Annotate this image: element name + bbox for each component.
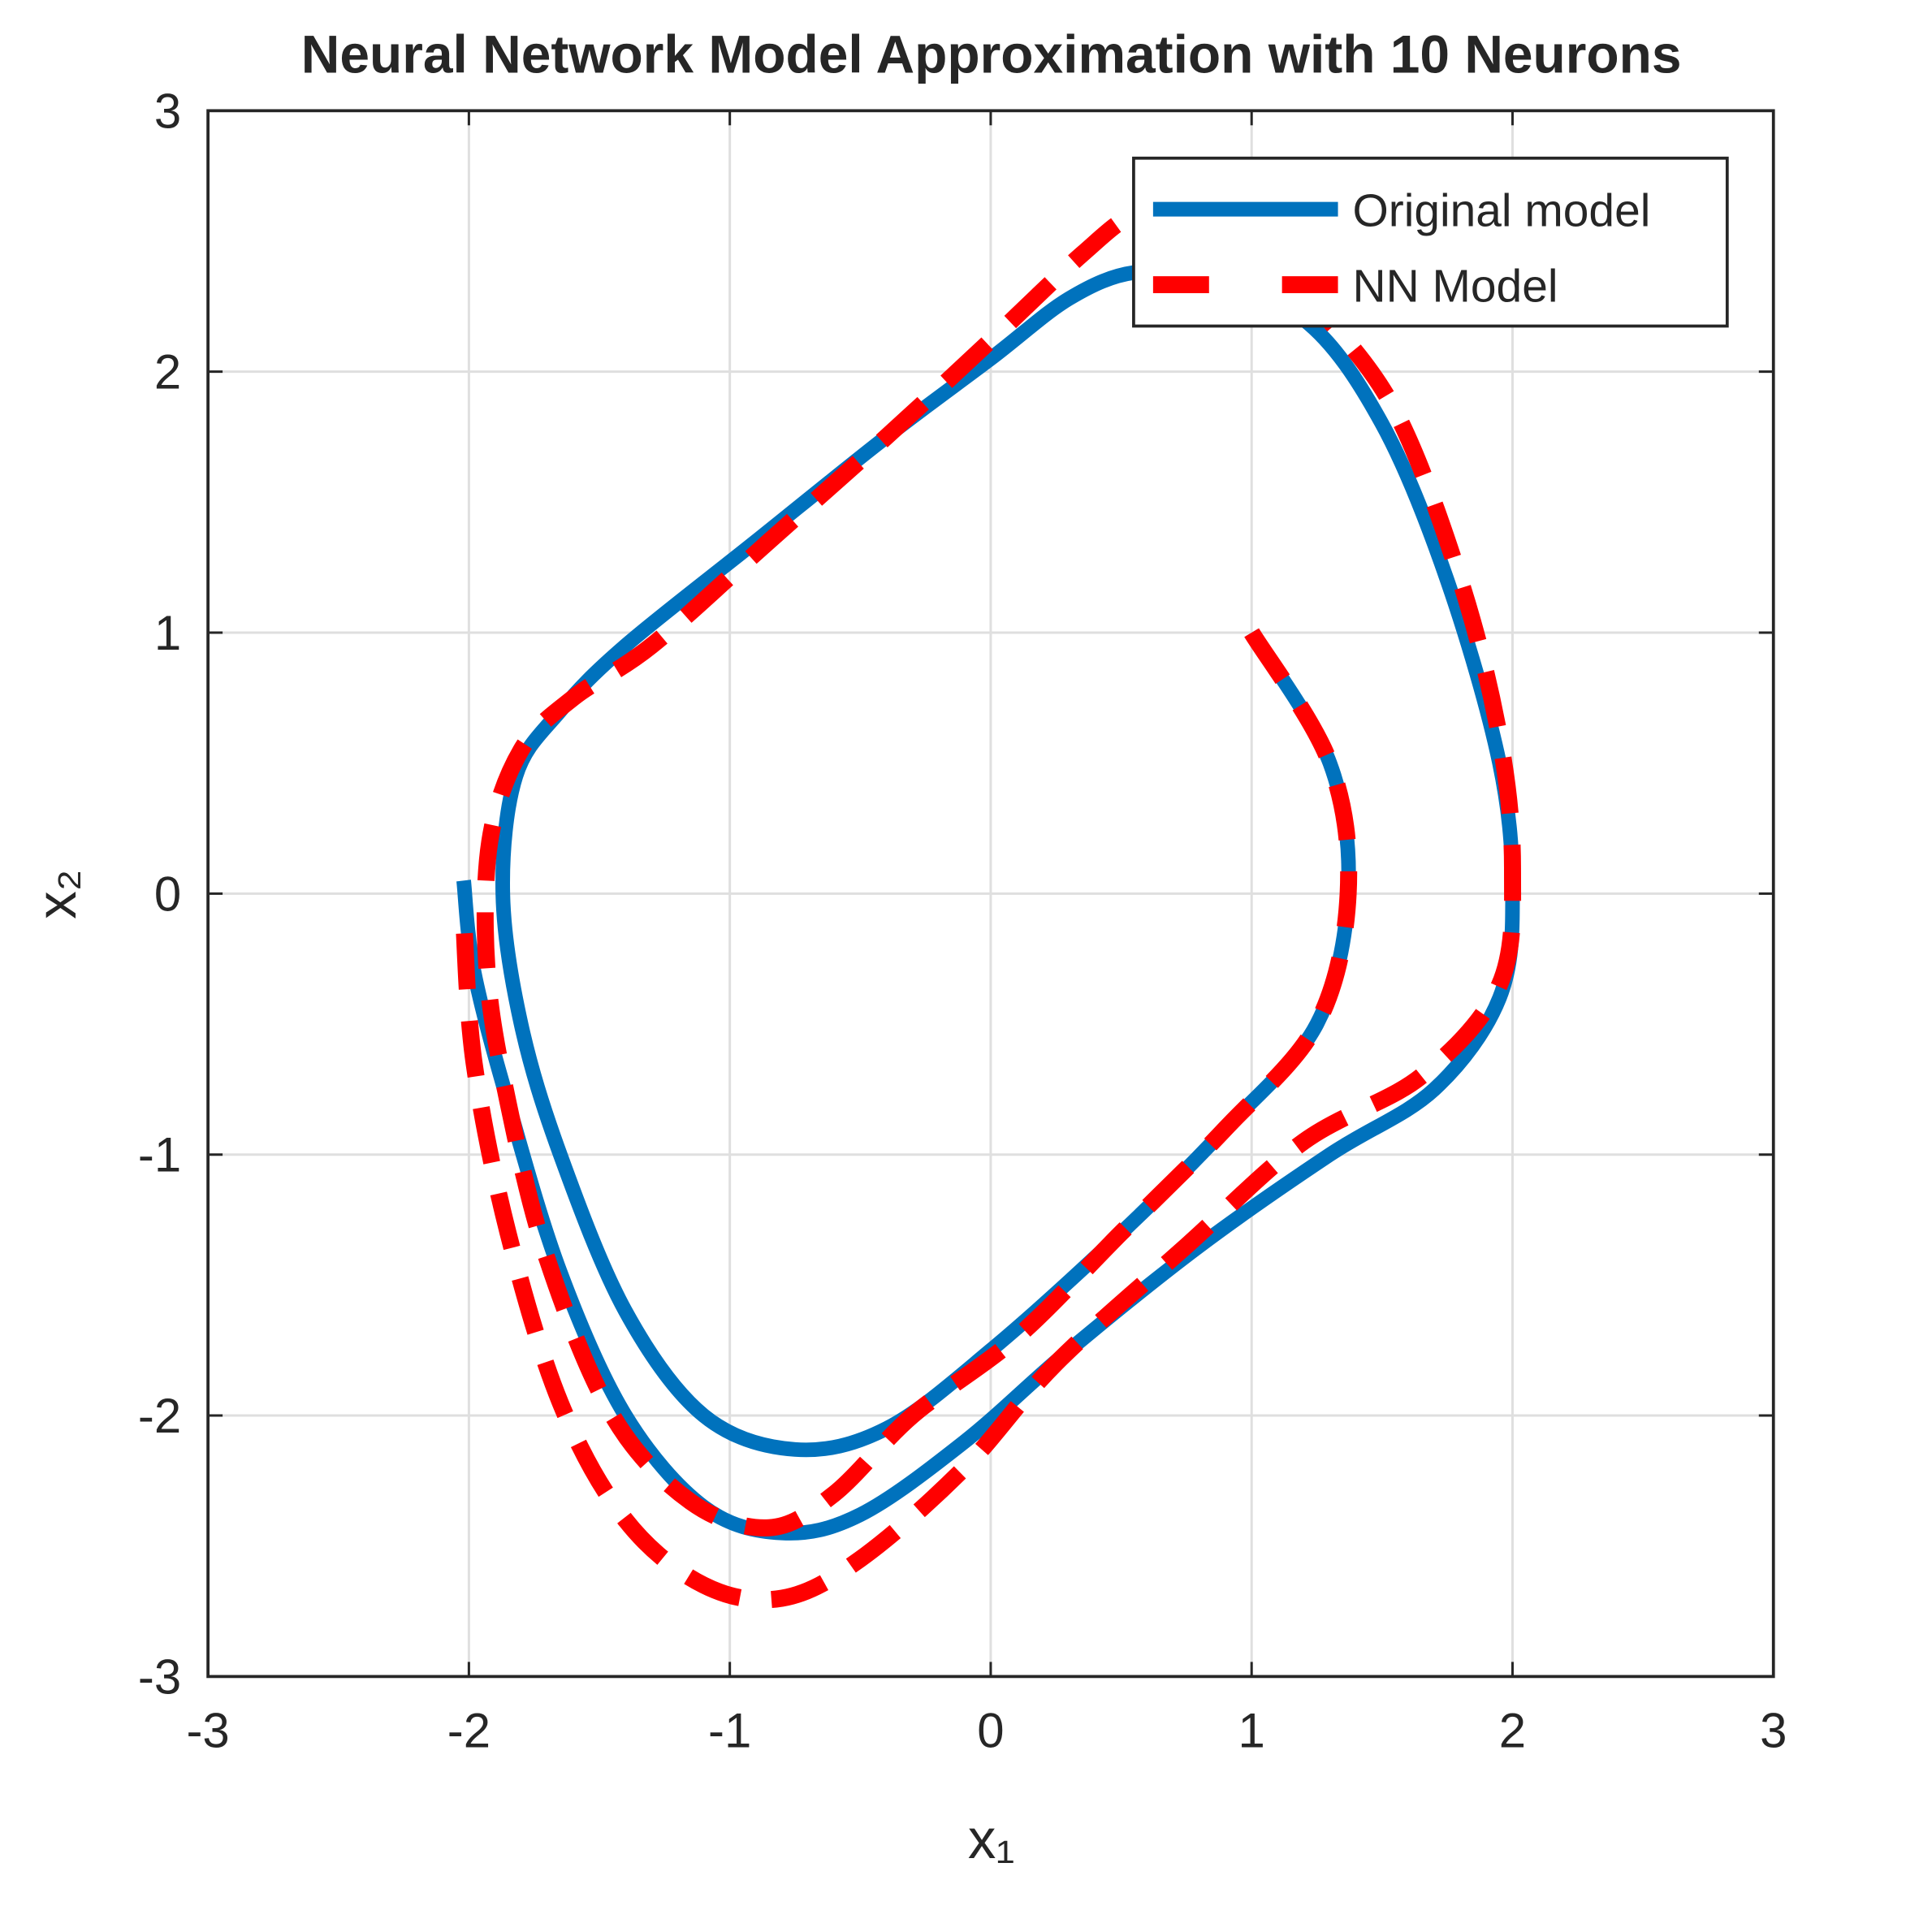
chart-title: Neural Network Model Approximation with … [301, 24, 1682, 84]
x-tick-label: -3 [186, 1703, 229, 1757]
x-axis-label: x₁ [968, 1808, 1015, 1870]
x-tick-label: 1 [1238, 1703, 1265, 1757]
y-tick-label: -3 [138, 1649, 181, 1704]
y-tick-label: 1 [154, 606, 181, 660]
y-tick-label: 2 [154, 345, 181, 400]
y-tick-label: 3 [154, 84, 181, 138]
y-axis-label: x₂ [25, 870, 88, 919]
legend-box [1132, 156, 1729, 328]
series-line [456, 264, 1520, 1541]
y-tick-label: -2 [138, 1389, 181, 1443]
x-tick-label: 2 [1499, 1703, 1526, 1757]
x-tick-label: 0 [977, 1703, 1004, 1757]
x-tick-label: -1 [708, 1703, 751, 1757]
series-line [455, 202, 1522, 1609]
x-tick-label: 3 [1760, 1703, 1787, 1757]
y-tick-label: -1 [138, 1128, 181, 1182]
legend-label: Original model [1353, 185, 1651, 237]
legend-label: NN Model [1353, 261, 1558, 313]
plot-frame [206, 109, 1775, 1679]
x-tick-label: -2 [447, 1703, 491, 1757]
y-tick-label: 0 [154, 867, 181, 921]
